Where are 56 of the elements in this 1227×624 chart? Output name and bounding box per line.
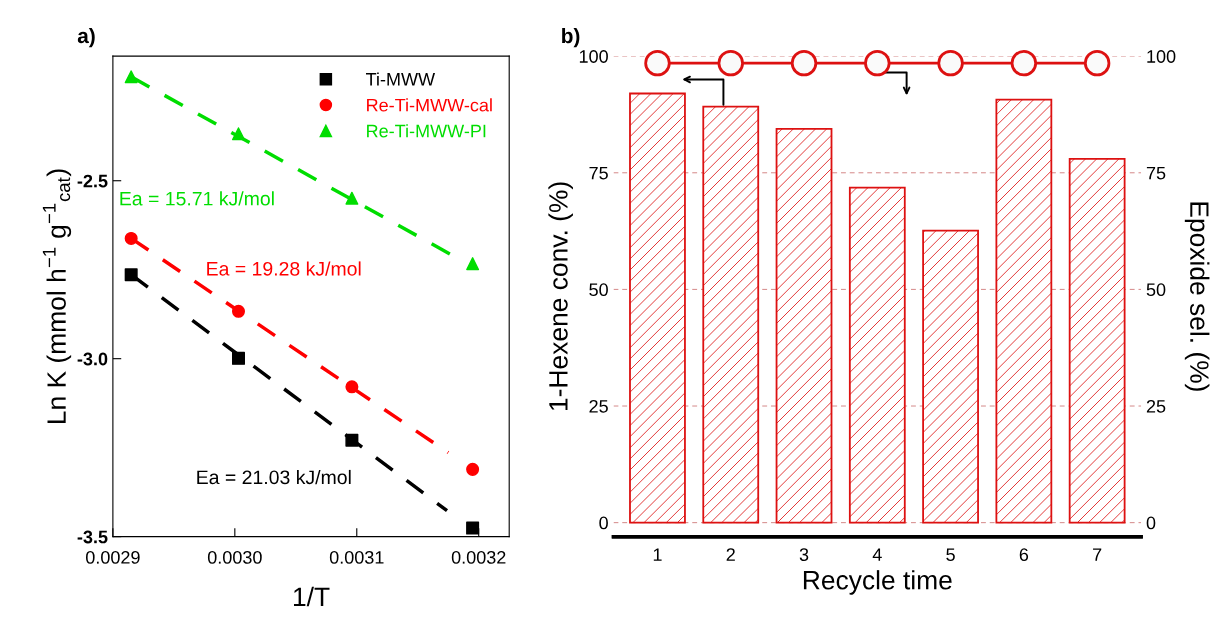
x-tick-label: 0.0029 <box>85 551 140 564</box>
bar <box>775 128 833 524</box>
point <box>466 521 480 535</box>
y-axis-title: 1-Hexene conv. (%) <box>548 182 573 411</box>
point <box>466 257 480 271</box>
y-tick-label: 100 <box>579 50 608 63</box>
legend-label: Ti-MWW <box>365 72 436 86</box>
chart-title: a) <box>77 27 95 48</box>
y2-tick-label: 0 <box>1146 516 1156 530</box>
x-tick-label: 5 <box>946 548 955 562</box>
x-tick-label: 0.0030 <box>207 551 262 564</box>
y-tick-label: -2.5 <box>77 174 108 188</box>
x-tick-label: 4 <box>872 548 882 561</box>
point <box>231 351 245 365</box>
y2-tick-label: 25 <box>1146 399 1166 413</box>
bar <box>702 105 760 524</box>
y-tick-label: 50 <box>589 283 608 297</box>
annotation: Ea = 15.71 kJ/mol <box>120 191 274 206</box>
legend-label: Re-Ti-MWW-PI <box>367 124 486 138</box>
x-tick-label: 6 <box>1019 548 1029 562</box>
bar <box>922 229 979 524</box>
x-tick-label: 2 <box>726 548 735 561</box>
y-tick-label: -3.5 <box>77 530 108 544</box>
x-tick-label: 0.0032 <box>451 551 506 564</box>
bar <box>848 186 906 524</box>
y2-tick-label: 100 <box>1147 50 1176 63</box>
point <box>124 268 138 282</box>
annotation: Ea = 21.03 kJ/mol <box>197 469 351 485</box>
point <box>345 433 359 447</box>
point <box>466 462 480 476</box>
point <box>231 304 245 318</box>
x-tick-label: 1 <box>653 548 662 561</box>
bar <box>995 98 1053 524</box>
y-tick-label: -3.0 <box>77 352 108 366</box>
point <box>231 127 245 141</box>
x-axis-title: Recycle time <box>803 570 952 595</box>
point <box>124 231 138 245</box>
x-tick-label: 7 <box>1093 548 1102 561</box>
x-axis-title: 1/T <box>293 586 330 607</box>
point <box>345 380 359 394</box>
y-tick-label: 0 <box>599 516 608 530</box>
y-tick-label: 75 <box>589 166 608 180</box>
x-tick-label: 0.0031 <box>329 551 384 564</box>
bar <box>1068 157 1126 524</box>
annotation: Ea = 19.28 kJ/mol <box>207 261 361 276</box>
x-tick-label: 3 <box>799 548 809 562</box>
y2-axis-title: Epoxide sel. (%) <box>1184 202 1210 391</box>
bar <box>629 92 686 524</box>
point <box>124 70 138 84</box>
y-tick-label: 25 <box>589 399 608 413</box>
chart-title: b) <box>562 27 580 48</box>
y2-tick-label: 50 <box>1146 283 1166 297</box>
y2-tick-label: 75 <box>1146 166 1166 180</box>
point <box>345 191 359 205</box>
legend-label: Re-Ti-MWW-cal <box>367 98 492 112</box>
y-axis-title: Ln K (mmol h$^{−1}$ g$^{−1}$$_{cat}$) <box>42 169 72 424</box>
